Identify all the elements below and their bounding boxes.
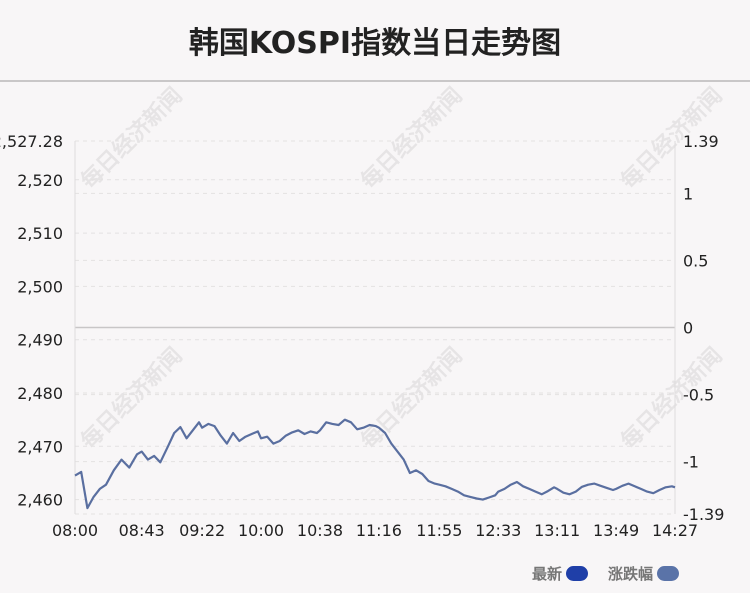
chart-title: 韩国KOSPI指数当日走势图 <box>188 26 562 61</box>
legend-latest: 最新 <box>532 563 589 584</box>
x-tick-label: 13:11 <box>534 521 580 540</box>
legend-latest-label: 最新 <box>532 565 563 583</box>
y-left-tick-label: 2,520 <box>17 171 63 190</box>
x-tick-label: 10:00 <box>238 521 284 540</box>
y-right-tick-label: 1 <box>683 184 693 203</box>
y-right-tick-label: -1.39 <box>683 505 724 524</box>
y-right-tick-label: 0.5 <box>683 251 708 270</box>
y-left-tick-label: 2,460 <box>17 491 63 510</box>
series-line-latest <box>74 418 676 510</box>
y-left-tick-label: 2,490 <box>17 331 63 350</box>
y-left-tick-labels: 2,527.28 2,460 2,470 2,480 2,490 2,500 2,510 2,… <box>0 132 63 510</box>
watermark-text: 每日经济新闻 <box>76 83 188 195</box>
x-tick-label: 08:00 <box>52 521 98 540</box>
y-left-tick-label: 2,527.28 <box>0 132 63 151</box>
x-tick-labels: 08:00 08:43 09:22 10:00 10:38 11:16 11:55 12:33… <box>52 521 698 540</box>
x-tick-label: 11:55 <box>416 521 462 540</box>
x-tick-label: 12:33 <box>475 521 521 540</box>
y-left-tick-label: 2,510 <box>17 224 63 243</box>
legend-change-label: 涨跌幅 <box>608 565 654 583</box>
x-tick-label: 08:43 <box>119 521 165 540</box>
watermark-text: 每日经济新闻 <box>76 343 188 455</box>
series-group <box>74 418 676 510</box>
y-left-tick-label: 2,470 <box>17 437 63 456</box>
grid-lines <box>75 140 675 515</box>
axes <box>74 141 676 514</box>
x-tick-label: 14:27 <box>652 521 698 540</box>
legend-change: 涨跌幅 <box>608 563 680 584</box>
y-right-tick-labels: 1.39 1 0.5 0 -0.5 -1 -1.39 <box>683 132 724 524</box>
x-tick-label: 09:22 <box>179 521 225 540</box>
watermark-text: 每日经济新闻 <box>356 343 468 455</box>
x-tick-label: 11:16 <box>356 521 402 540</box>
y-right-tick-label: 0 <box>683 319 693 338</box>
y-left-tick-label: 2,480 <box>17 384 63 403</box>
title-divider <box>0 80 750 82</box>
y-left-tick-label: 2,500 <box>17 277 63 296</box>
y-right-tick-label: -1 <box>683 453 699 472</box>
legend-latest-swatch <box>566 566 589 581</box>
watermark-text: 每日经济新闻 <box>356 83 468 195</box>
y-right-tick-label: -0.5 <box>683 386 714 405</box>
y-right-tick-label: 1.39 <box>683 132 719 151</box>
x-tick-label: 13:49 <box>593 521 639 540</box>
legend-change-swatch <box>657 566 680 581</box>
x-tick-label: 10:38 <box>297 521 343 540</box>
